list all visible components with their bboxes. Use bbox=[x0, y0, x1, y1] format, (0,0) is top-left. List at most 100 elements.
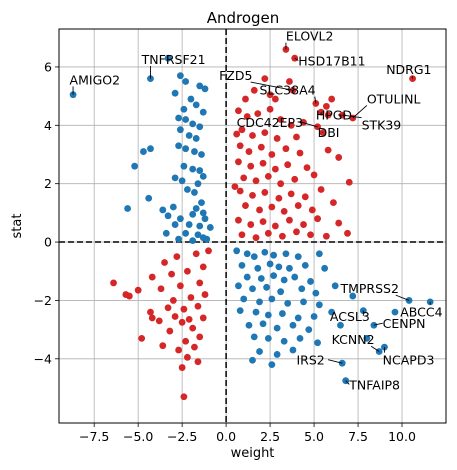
data-point bbox=[284, 300, 291, 307]
data-point bbox=[244, 274, 251, 281]
data-point bbox=[288, 190, 295, 197]
data-point bbox=[316, 301, 323, 308]
x-tick-label: 5.0 bbox=[304, 429, 324, 444]
data-point bbox=[240, 174, 247, 181]
data-point bbox=[177, 282, 184, 289]
gene-label: TNFAIP8 bbox=[348, 377, 400, 392]
data-point bbox=[249, 132, 256, 139]
data-point bbox=[166, 328, 173, 335]
data-point bbox=[318, 186, 325, 193]
data-point bbox=[300, 221, 307, 228]
data-point bbox=[182, 230, 189, 237]
data-point bbox=[260, 218, 267, 225]
data-point bbox=[149, 315, 156, 322]
data-point bbox=[286, 217, 293, 224]
data-point bbox=[191, 189, 198, 196]
data-point bbox=[272, 166, 279, 173]
data-point bbox=[149, 274, 156, 281]
gene-label: TMPRSS2 bbox=[339, 281, 398, 296]
data-point bbox=[200, 263, 207, 270]
data-point bbox=[202, 85, 209, 92]
data-point bbox=[170, 204, 177, 211]
data-point bbox=[180, 306, 187, 313]
x-tick-label: 7.5 bbox=[348, 429, 368, 444]
data-point bbox=[203, 236, 210, 243]
data-point bbox=[186, 221, 193, 228]
data-point bbox=[182, 145, 189, 152]
data-point bbox=[251, 253, 258, 260]
data-point bbox=[277, 288, 284, 295]
data-point bbox=[177, 126, 184, 133]
data-point bbox=[184, 186, 191, 193]
gene-label: CENPN bbox=[383, 316, 426, 331]
data-point bbox=[291, 176, 298, 183]
data-point bbox=[307, 231, 314, 238]
data-point bbox=[198, 199, 205, 206]
data-point bbox=[261, 189, 268, 196]
data-point bbox=[173, 253, 180, 260]
data-point bbox=[189, 237, 196, 244]
data-point bbox=[240, 296, 247, 303]
data-point bbox=[159, 207, 166, 214]
gene-label: AMIGO2 bbox=[70, 72, 121, 87]
data-point bbox=[256, 207, 263, 214]
data-point bbox=[172, 221, 179, 228]
data-point bbox=[242, 202, 249, 209]
y-axis-ticks: −4 −2 0 2 4 6 bbox=[34, 59, 59, 366]
y-axis-label: stat bbox=[10, 214, 25, 239]
data-point bbox=[258, 144, 265, 151]
y-tick-label: 0 bbox=[44, 235, 52, 250]
data-point bbox=[180, 393, 187, 400]
data-point bbox=[284, 161, 291, 168]
data-point bbox=[235, 158, 242, 165]
data-point bbox=[275, 263, 282, 270]
gene-label: ELOVL2 bbox=[286, 29, 334, 44]
data-point bbox=[180, 106, 187, 113]
gene-label: HPGD bbox=[316, 107, 352, 122]
data-point bbox=[258, 275, 265, 282]
data-point bbox=[196, 167, 203, 174]
data-point bbox=[177, 72, 184, 79]
data-point bbox=[196, 123, 203, 130]
data-point bbox=[283, 250, 290, 257]
gene-label: FZD5 bbox=[219, 68, 252, 83]
data-point bbox=[239, 231, 246, 238]
data-point bbox=[179, 319, 186, 326]
data-point bbox=[314, 215, 321, 222]
gene-label: IRS2 bbox=[296, 353, 324, 368]
gene-label: HSD17B11 bbox=[298, 53, 365, 68]
data-point bbox=[195, 303, 202, 310]
data-point bbox=[172, 313, 179, 320]
data-point bbox=[279, 310, 286, 317]
data-point bbox=[251, 87, 258, 94]
data-point bbox=[307, 278, 314, 285]
data-point bbox=[253, 234, 260, 241]
data-point bbox=[325, 147, 332, 154]
data-point bbox=[189, 166, 196, 173]
data-point bbox=[175, 236, 182, 243]
data-point bbox=[172, 174, 179, 181]
data-point bbox=[249, 192, 256, 199]
data-point bbox=[145, 195, 152, 202]
data-point bbox=[122, 291, 129, 298]
gene-label: CDC42EP3 bbox=[237, 115, 303, 130]
data-point bbox=[200, 209, 207, 216]
data-point bbox=[138, 335, 145, 342]
data-point bbox=[297, 150, 304, 157]
data-point bbox=[186, 132, 193, 139]
data-point bbox=[300, 298, 307, 305]
x-axis-label: weight bbox=[231, 446, 275, 461]
data-point bbox=[295, 315, 302, 322]
data-point bbox=[182, 78, 189, 85]
data-point bbox=[261, 75, 268, 82]
data-point bbox=[184, 268, 191, 275]
data-point bbox=[163, 230, 170, 237]
data-point bbox=[309, 207, 316, 214]
data-point bbox=[196, 223, 203, 230]
data-point bbox=[156, 317, 163, 324]
gene-label: SLC38A4 bbox=[260, 83, 316, 98]
data-point bbox=[392, 309, 399, 316]
data-point bbox=[305, 326, 312, 333]
data-point bbox=[193, 250, 200, 257]
